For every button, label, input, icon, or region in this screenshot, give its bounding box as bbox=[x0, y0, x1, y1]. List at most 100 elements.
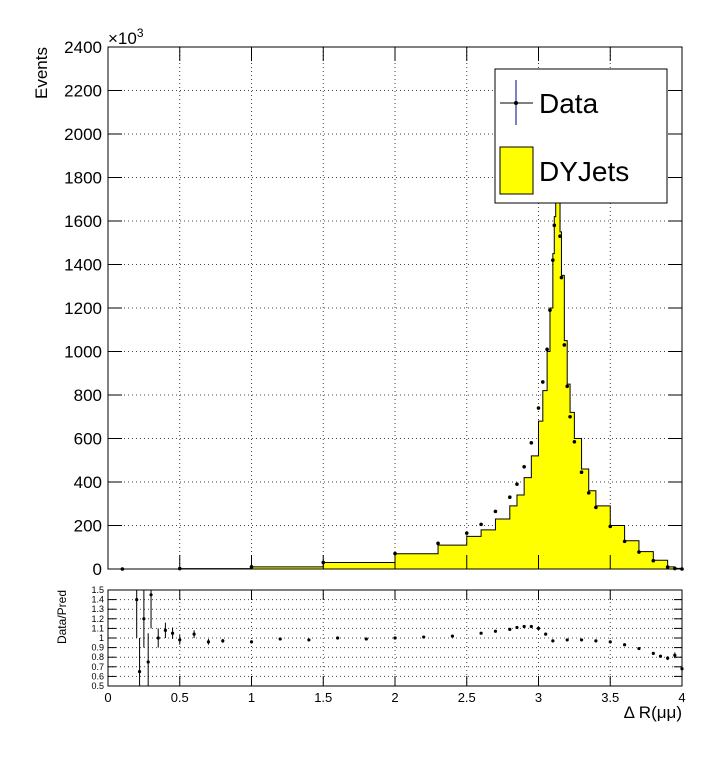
top-y-ticks: 0 200 400 600 800 1000 1200 1400 1600 1800 2000 220… bbox=[64, 38, 683, 579]
ratio-point bbox=[594, 639, 598, 643]
y-axis-exponent-label: ×103 bbox=[108, 26, 144, 48]
top-y-tick-label: 200 bbox=[74, 517, 102, 536]
ratio-point bbox=[137, 670, 142, 674]
data-point bbox=[608, 524, 613, 529]
top-y-tick-label: 800 bbox=[74, 386, 102, 405]
ratio-point bbox=[307, 638, 311, 642]
ratio-point bbox=[192, 632, 196, 636]
ratio-y-tick-label: 0.5 bbox=[91, 681, 104, 691]
data-point bbox=[508, 495, 512, 500]
data-point bbox=[579, 470, 584, 475]
data-point bbox=[393, 551, 397, 556]
data-point bbox=[673, 566, 677, 571]
x-tick-label: 2 bbox=[391, 690, 398, 705]
top-y-axis-label: Events bbox=[32, 47, 51, 99]
data-point bbox=[529, 441, 534, 445]
top-y-tick-label: 2200 bbox=[64, 82, 102, 101]
ratio-y-tick-label: 0.7 bbox=[91, 662, 104, 672]
top-y-tick-label: 1800 bbox=[64, 169, 102, 188]
ratio-y-tick-label: 1 bbox=[99, 633, 104, 643]
ratio-point bbox=[551, 639, 555, 643]
dyjets-filled-step bbox=[122, 190, 683, 570]
top-y-tick-label: 2400 bbox=[64, 38, 102, 57]
ratio-point bbox=[623, 643, 627, 647]
ratio-point bbox=[146, 660, 150, 664]
data-point bbox=[552, 223, 557, 228]
data-point bbox=[479, 522, 483, 527]
top-y-tick-label: 1200 bbox=[64, 299, 102, 318]
ratio-y-tick-label: 0.8 bbox=[91, 652, 104, 662]
data-point bbox=[493, 509, 498, 514]
data-point bbox=[565, 384, 569, 389]
data-point bbox=[545, 347, 549, 352]
ratio-y-tick-label: 0.6 bbox=[91, 671, 104, 681]
data-point bbox=[568, 414, 572, 419]
data-point bbox=[651, 558, 656, 563]
top-panel: 0 200 400 600 800 1000 1200 1400 1600 1800 2000 220… bbox=[32, 26, 684, 579]
data-point bbox=[559, 275, 564, 280]
ratio-point bbox=[536, 626, 541, 631]
ratio-point bbox=[666, 656, 670, 660]
ratio-point bbox=[163, 628, 167, 632]
ratio-point bbox=[508, 627, 512, 631]
ratio-ticks: 0.50.60.70.80.911.11.21.31.41.50 0.5 1 1.5 2… bbox=[91, 585, 685, 705]
ratio-point bbox=[364, 637, 368, 641]
ratio-point bbox=[393, 636, 397, 640]
ratio-point bbox=[637, 646, 641, 651]
data-point bbox=[522, 464, 526, 469]
x-tick-label: 4 bbox=[678, 690, 685, 705]
data-point bbox=[551, 258, 555, 262]
data-point bbox=[548, 308, 552, 312]
ratio-point bbox=[336, 636, 340, 640]
ratio-point bbox=[170, 631, 175, 635]
top-y-tick-label: 2000 bbox=[64, 125, 102, 144]
x-tick-label: 1 bbox=[248, 690, 255, 705]
ratio-point bbox=[529, 624, 533, 629]
data-point bbox=[436, 541, 440, 546]
x-axis-label: Δ R(μμ) bbox=[624, 703, 682, 722]
ratio-y-tick-label: 1.4 bbox=[91, 595, 104, 605]
ratio-point bbox=[149, 593, 153, 597]
data-point bbox=[541, 380, 545, 384]
x-tick-label: 3.5 bbox=[601, 690, 619, 705]
ratio-point bbox=[135, 598, 139, 602]
ratio-point bbox=[422, 635, 426, 639]
ratio-point bbox=[565, 638, 569, 642]
top-y-tick-label: 0 bbox=[93, 560, 102, 579]
ratio-points bbox=[135, 590, 684, 686]
ratio-y-tick-label: 1.2 bbox=[91, 614, 104, 624]
top-y-tick-label: 1600 bbox=[64, 212, 102, 231]
ratio-point bbox=[206, 640, 211, 644]
legend-data-label: Data bbox=[539, 88, 599, 119]
top-y-tick-label: 600 bbox=[74, 430, 102, 449]
top-y-tick-label: 400 bbox=[74, 473, 102, 492]
ratio-point bbox=[651, 651, 655, 655]
ratio-y-tick-label: 0.9 bbox=[91, 643, 104, 653]
x-tick-label: 0 bbox=[104, 690, 111, 705]
ratio-point bbox=[142, 617, 146, 621]
legend-dyjets-swatch bbox=[499, 146, 534, 195]
top-y-tick-label: 1400 bbox=[64, 256, 102, 275]
legend-dyjets-label: DYJets bbox=[539, 156, 629, 187]
x-tick-label: 3 bbox=[535, 690, 542, 705]
legend: Data DYJets bbox=[494, 68, 668, 204]
ratio-point bbox=[522, 624, 526, 629]
data-point bbox=[594, 505, 598, 510]
ratio-y-axis-label: Data/Pred bbox=[55, 590, 69, 644]
ratio-point bbox=[608, 640, 612, 644]
ratio-point bbox=[178, 638, 182, 642]
ratio-point bbox=[278, 637, 282, 641]
ratio-point bbox=[221, 639, 225, 643]
x-tick-label: 1.5 bbox=[314, 690, 332, 705]
ratio-point bbox=[544, 632, 548, 636]
data-point bbox=[464, 531, 469, 535]
dyjets-histogram bbox=[122, 190, 683, 570]
data-point bbox=[536, 406, 541, 410]
ratio-point bbox=[249, 640, 254, 644]
ratio-y-tick-label: 1.1 bbox=[91, 623, 104, 633]
ratio-point bbox=[579, 638, 584, 642]
x-tick-label: 0.5 bbox=[171, 690, 189, 705]
data-point bbox=[622, 539, 627, 544]
top-y-tick-label: 1000 bbox=[64, 343, 102, 362]
